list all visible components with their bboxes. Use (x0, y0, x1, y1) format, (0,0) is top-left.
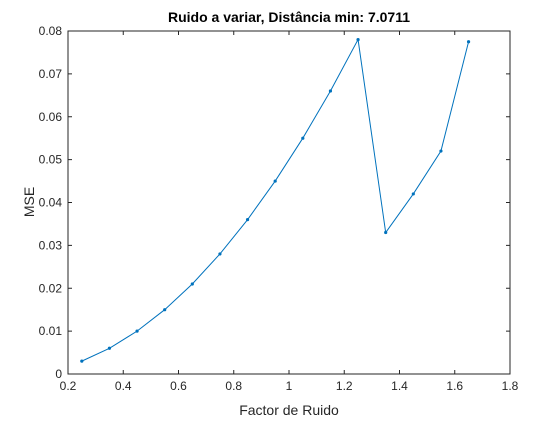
data-point (466, 40, 471, 44)
y-tick-label: 0.08 (39, 24, 63, 38)
x-axis-ticks: 0.2 0.4 0.6 0.8 1 1.2 1.4 1.6 1.8 (60, 31, 519, 393)
y-tick-label: 0.03 (39, 238, 63, 252)
x-tick-label: 1.6 (446, 379, 463, 393)
y-tick-label: 0 (55, 367, 62, 381)
x-axis-label: Factor de Ruido (239, 402, 339, 418)
y-tick-label: 0.02 (39, 281, 63, 295)
x-tick-label: 1.8 (502, 379, 519, 393)
x-tick-label: 0.2 (60, 379, 77, 393)
x-tick-label: 0.8 (225, 379, 242, 393)
data-point (273, 179, 277, 183)
y-tick-label: 0.06 (39, 110, 63, 124)
y-tick-label: 0.04 (39, 196, 63, 210)
data-point (328, 89, 333, 93)
x-tick-label: 1.4 (391, 379, 408, 393)
y-axis-label: MSE (21, 187, 37, 217)
chart-title: Ruido a variar, Distância min: 7.0711 (168, 9, 410, 25)
data-point (190, 282, 194, 286)
y-tick-label: 0.05 (39, 153, 63, 167)
y-axis-ticks: 0 0.01 0.02 0.03 0.04 0.05 0.06 0.07 0.08 (39, 24, 510, 381)
y-tick-label: 0.07 (39, 67, 63, 81)
x-tick-label: 0.4 (115, 379, 132, 393)
x-tick-label: 0.6 (170, 379, 187, 393)
data-point (218, 252, 222, 256)
data-point (439, 149, 443, 153)
data-point (163, 308, 167, 312)
data-point (356, 37, 360, 42)
data-point (245, 218, 250, 222)
y-tick-label: 0.01 (39, 324, 63, 338)
data-point (384, 230, 388, 235)
series-layer (80, 37, 471, 363)
data-point (107, 346, 112, 350)
x-tick-label: 1.2 (336, 379, 353, 393)
data-point (135, 329, 139, 333)
data-point (80, 359, 84, 363)
data-point (301, 136, 305, 140)
plot-area (67, 30, 511, 375)
x-tick-label: 1 (286, 379, 293, 393)
data-point (411, 192, 415, 196)
